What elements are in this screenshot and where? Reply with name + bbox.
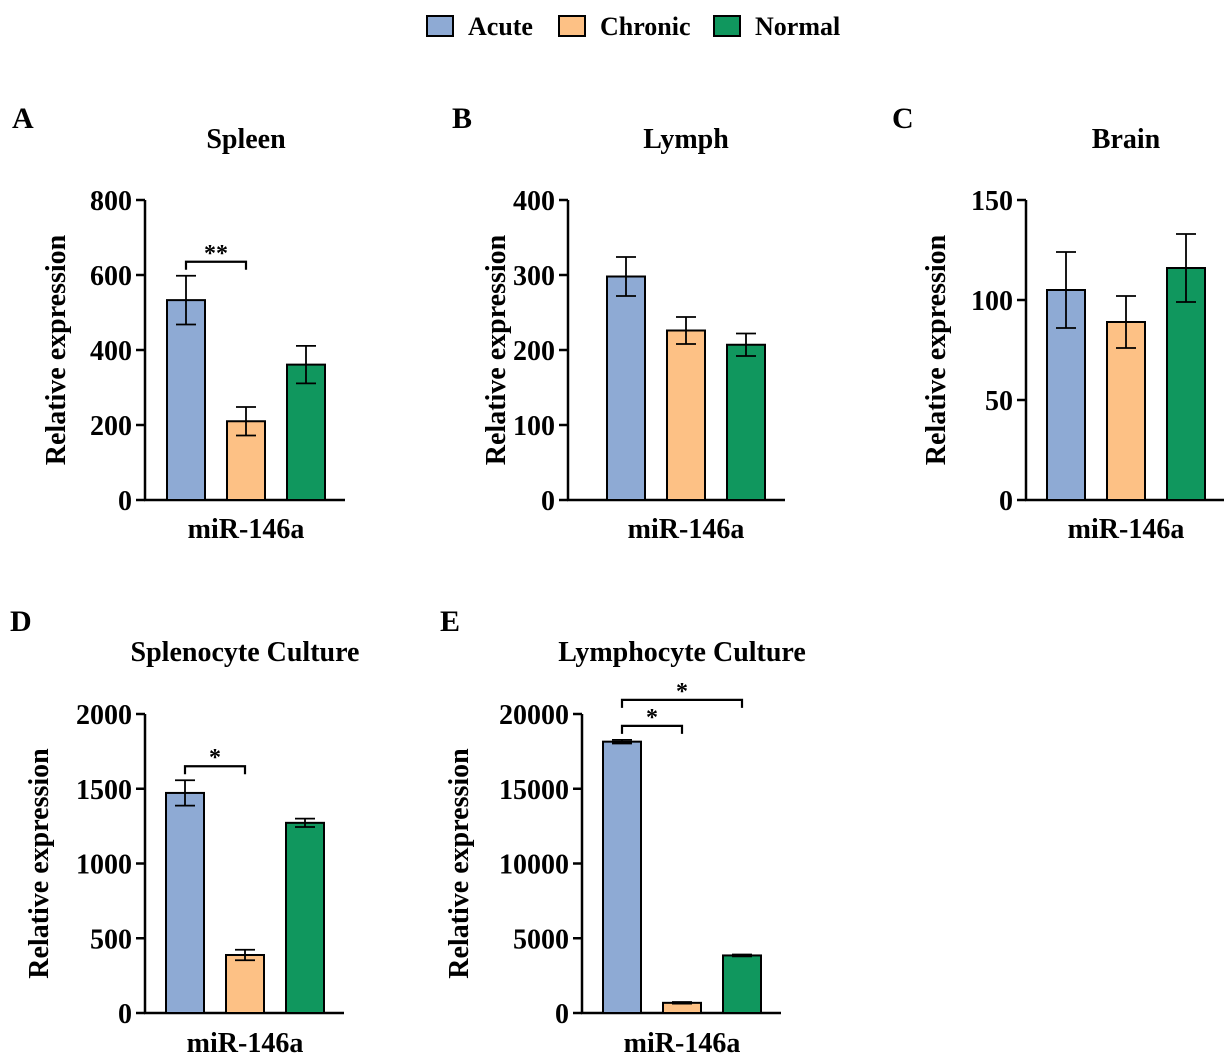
legend-swatch-acute [426, 15, 454, 37]
y-tick-label: 10000 [499, 850, 569, 881]
y-tick-label: 0 [118, 999, 132, 1030]
y-tick-label: 1000 [76, 850, 132, 881]
panel-d: D Splenocyte Culture Relative expression 0 5… [10, 605, 359, 1057]
panel-e: E Lymphocyte Culture Relative expression 0 5… [440, 605, 806, 1057]
chart-title: Lymphocyte Culture [558, 637, 806, 668]
y-tick-label: 0 [541, 486, 555, 517]
error-bar-acute [612, 738, 632, 745]
bar-chronic [225, 953, 265, 1015]
y-tick-label: 20000 [499, 700, 569, 731]
y-axis-label: Relative expression [24, 748, 55, 979]
error-bar-chronic [676, 316, 696, 345]
error-bar-acute [1056, 251, 1076, 329]
bar-normal [1166, 267, 1206, 501]
y-tick-label: 0 [118, 486, 132, 517]
panel-a: A Spleen Relative expression 0 200 400 600 800 m… [12, 102, 345, 545]
panel-c: C Brain Relative expression 0 50 100 150 miR-14… [892, 102, 1224, 545]
error-bar-chronic [236, 406, 256, 437]
error-bar-chronic [672, 1001, 692, 1005]
significance-bracket: * [620, 705, 684, 734]
error-bar-acute [176, 274, 196, 326]
bar-chronic [666, 329, 706, 501]
legend-label-normal: Normal [755, 12, 840, 41]
chart-title: Brain [1092, 124, 1161, 155]
chart-title: Lymph [643, 124, 729, 155]
bar-normal [285, 821, 325, 1014]
y-tick-label: 400 [90, 336, 132, 367]
bracket-line [620, 724, 684, 734]
bar-normal [722, 954, 762, 1015]
y-axis-label: Relative expression [921, 234, 952, 465]
legend-label-chronic: Chronic [600, 12, 691, 41]
bar-acute [606, 275, 646, 501]
y-tick-label: 100 [971, 286, 1013, 317]
significance-bracket: * [183, 745, 247, 775]
panel-letter: D [10, 605, 32, 638]
significance-label: * [676, 679, 688, 705]
bracket-line [620, 698, 744, 708]
error-bar-acute [616, 256, 636, 297]
y-tick-label: 5000 [513, 924, 569, 955]
y-tick-label: 200 [513, 336, 555, 367]
panel-b: B Lymph Relative expression 0 100 200 300 400 mi… [452, 102, 785, 545]
legend-swatch-normal [713, 15, 741, 37]
bar-acute [166, 299, 206, 501]
legend: Acute Chronic Normal [426, 12, 840, 41]
x-axis-label: miR-146a [187, 1028, 304, 1057]
significance-bracket: * [620, 679, 744, 708]
significance-label: * [646, 705, 658, 731]
error-bar-chronic [1116, 295, 1136, 349]
bar-chronic [1106, 321, 1146, 501]
panel-letter: B [452, 102, 472, 135]
y-tick-label: 150 [971, 186, 1013, 217]
bar-acute [165, 791, 205, 1014]
y-axis-label: Relative expression [481, 234, 512, 465]
chart-title: Splenocyte Culture [131, 637, 360, 668]
y-tick-label: 2000 [76, 700, 132, 731]
bar-normal [286, 363, 326, 501]
error-bar-normal [732, 953, 752, 958]
significance-bracket: ** [184, 241, 248, 270]
y-tick-label: 15000 [499, 775, 569, 806]
y-tick-label: 0 [999, 486, 1013, 517]
error-bar-normal [295, 817, 315, 828]
panel-letter: A [12, 102, 34, 135]
y-tick-label: 1500 [76, 775, 132, 806]
error-bar-normal [296, 344, 316, 385]
y-tick-label: 500 [90, 924, 132, 955]
chart-title: Spleen [206, 124, 286, 155]
error-bar-chronic [235, 948, 255, 962]
bracket-line [183, 765, 247, 775]
x-axis-label: miR-146a [628, 514, 745, 545]
error-bar-normal [1176, 233, 1196, 303]
y-tick-label: 800 [90, 186, 132, 217]
panel-letter: C [892, 102, 914, 135]
error-bar-acute [175, 779, 195, 807]
x-axis-label: miR-146a [188, 514, 305, 545]
chart-panels: A Spleen Relative expression 0 200 400 600 800 m… [10, 102, 1224, 1057]
y-axis-label: Relative expression [444, 748, 475, 979]
y-tick-label: 400 [513, 186, 555, 217]
y-tick-label: 50 [985, 386, 1013, 417]
bar-normal [726, 343, 766, 501]
y-axis-label: Relative expression [41, 234, 72, 465]
legend-swatch-chronic [558, 15, 586, 37]
error-bar-normal [736, 332, 756, 357]
x-axis-label: miR-146a [624, 1028, 741, 1057]
y-tick-label: 300 [513, 261, 555, 292]
y-tick-label: 100 [513, 411, 555, 442]
bracket-line [184, 260, 248, 270]
legend-label-acute: Acute [468, 12, 533, 41]
significance-label: ** [204, 241, 228, 267]
y-tick-label: 200 [90, 411, 132, 442]
y-tick-label: 0 [555, 999, 569, 1030]
panel-letter: E [440, 605, 460, 638]
significance-label: * [209, 745, 221, 771]
y-tick-label: 600 [90, 261, 132, 292]
x-axis-label: miR-146a [1068, 514, 1185, 545]
bar-acute [602, 740, 642, 1014]
